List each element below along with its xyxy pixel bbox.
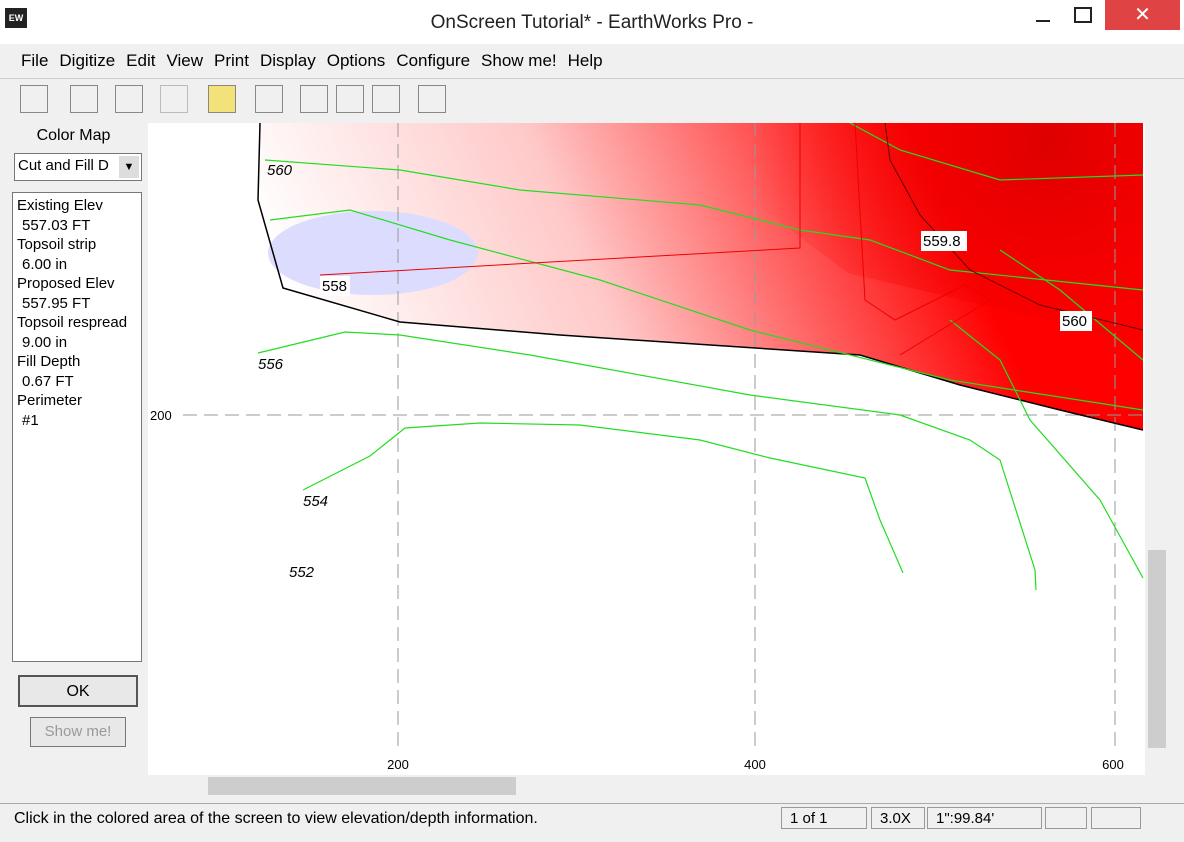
info-line: Perimeter bbox=[17, 392, 83, 409]
menu-item[interactable]: Help bbox=[567, 51, 603, 70]
title-bar: EW OnScreen Tutorial* - EarthWorks Pro -… bbox=[0, 0, 1184, 44]
vertical-scrollbar[interactable] bbox=[1145, 123, 1168, 775]
status-panel bbox=[1091, 807, 1141, 829]
contour-label: 558 bbox=[322, 278, 347, 295]
info-line: 6.00 in bbox=[22, 255, 68, 273]
contour-label: 559.8 bbox=[923, 233, 961, 250]
show-me-button[interactable]: Show me! bbox=[30, 717, 126, 747]
menu-item[interactable]: Print bbox=[214, 51, 249, 70]
menu-item[interactable]: Display bbox=[259, 51, 316, 70]
info-line: Topsoil respread bbox=[17, 314, 128, 331]
maximize-button[interactable] bbox=[1074, 7, 1092, 23]
proposed-lines bbox=[319, 123, 991, 356]
window-title: OnScreen Tutorial* - EarthWorks Pro - bbox=[430, 12, 754, 33]
close-button[interactable]: ✕ bbox=[1105, 0, 1180, 30]
menu-item[interactable]: Digitize bbox=[59, 51, 116, 70]
menu-item[interactable]: Edit bbox=[126, 51, 156, 70]
fill-region bbox=[648, 123, 1143, 343]
save-button[interactable] bbox=[115, 85, 143, 113]
x-axis-label: 600 bbox=[1102, 757, 1124, 772]
menu-item[interactable]: File bbox=[21, 51, 49, 70]
open-button[interactable] bbox=[70, 85, 98, 113]
scroll-thumb[interactable] bbox=[208, 777, 516, 795]
help-button[interactable] bbox=[300, 85, 328, 113]
info-line: #1 bbox=[22, 411, 39, 429]
color-map-dropdown[interactable]: Cut and Fill D ▼ bbox=[14, 153, 142, 181]
perimeter bbox=[257, 123, 1144, 431]
contour-label: 560 bbox=[267, 162, 293, 179]
cut-region bbox=[268, 211, 478, 295]
digitize-button[interactable] bbox=[255, 85, 283, 113]
info-line: Existing Elev bbox=[17, 197, 103, 214]
dropdown-value: Cut and Fill D bbox=[18, 157, 109, 174]
info-box: Existing Elev 557.03 FT Topsoil strip 6.00 … bbox=[12, 192, 142, 662]
help-button[interactable] bbox=[418, 85, 446, 113]
menu-item[interactable]: View bbox=[166, 51, 203, 70]
pdf-button[interactable] bbox=[208, 85, 236, 113]
menu-item[interactable]: Options bbox=[326, 51, 386, 70]
help-button[interactable] bbox=[372, 85, 400, 113]
new-button[interactable] bbox=[20, 85, 48, 113]
info-line: 9.00 in bbox=[22, 333, 68, 351]
contour-label: 560 bbox=[1062, 313, 1087, 330]
ok-button[interactable]: OK bbox=[18, 675, 138, 707]
cut-button[interactable] bbox=[160, 85, 188, 113]
menu-item[interactable]: Show me! bbox=[481, 51, 557, 70]
info-line: Topsoil strip bbox=[17, 236, 97, 253]
info-line: 557.95 FT bbox=[22, 294, 91, 312]
info-line: 557.03 FT bbox=[22, 216, 91, 234]
horizontal-scrollbar[interactable] bbox=[148, 775, 1145, 797]
info-line: Proposed Elev bbox=[17, 275, 115, 292]
panel-heading: Color Map bbox=[36, 127, 111, 144]
contour-label: 556 bbox=[258, 356, 284, 373]
minimize-button[interactable] bbox=[1036, 20, 1050, 22]
scroll-thumb[interactable] bbox=[1148, 550, 1166, 748]
status-page: 1 of 1 bbox=[781, 807, 867, 829]
info-line: 0.67 FT bbox=[22, 372, 74, 390]
side-panel: Color Map Cut and Fill D ▼ Existing Elev 5… bbox=[0, 123, 147, 803]
contours bbox=[257, 123, 1144, 591]
menu-bar: File Digitize Edit View Print Display Options C… bbox=[21, 51, 614, 71]
menu-item[interactable]: Configure bbox=[396, 51, 471, 70]
status-zoom: 3.0X bbox=[871, 807, 925, 829]
help-button[interactable] bbox=[336, 85, 364, 113]
separator bbox=[0, 78, 1184, 79]
contour-label: 552 bbox=[289, 564, 315, 581]
contour-label: 554 bbox=[303, 493, 328, 510]
status-scale: 1":99.84' bbox=[927, 807, 1042, 829]
app-icon: EW bbox=[5, 8, 27, 28]
map-view[interactable]: 560 558 556 554 552 559.8 560 200 400 60… bbox=[148, 123, 1145, 775]
status-message: Click in the colored area of the screen … bbox=[14, 810, 538, 827]
grid bbox=[183, 123, 1145, 753]
x-axis-label: 400 bbox=[744, 757, 766, 772]
separator bbox=[0, 803, 1184, 804]
x-axis-label: 200 bbox=[387, 757, 409, 772]
status-panel bbox=[1045, 807, 1087, 829]
info-line: Fill Depth bbox=[17, 353, 81, 370]
y-axis-label: 200 bbox=[150, 408, 172, 423]
